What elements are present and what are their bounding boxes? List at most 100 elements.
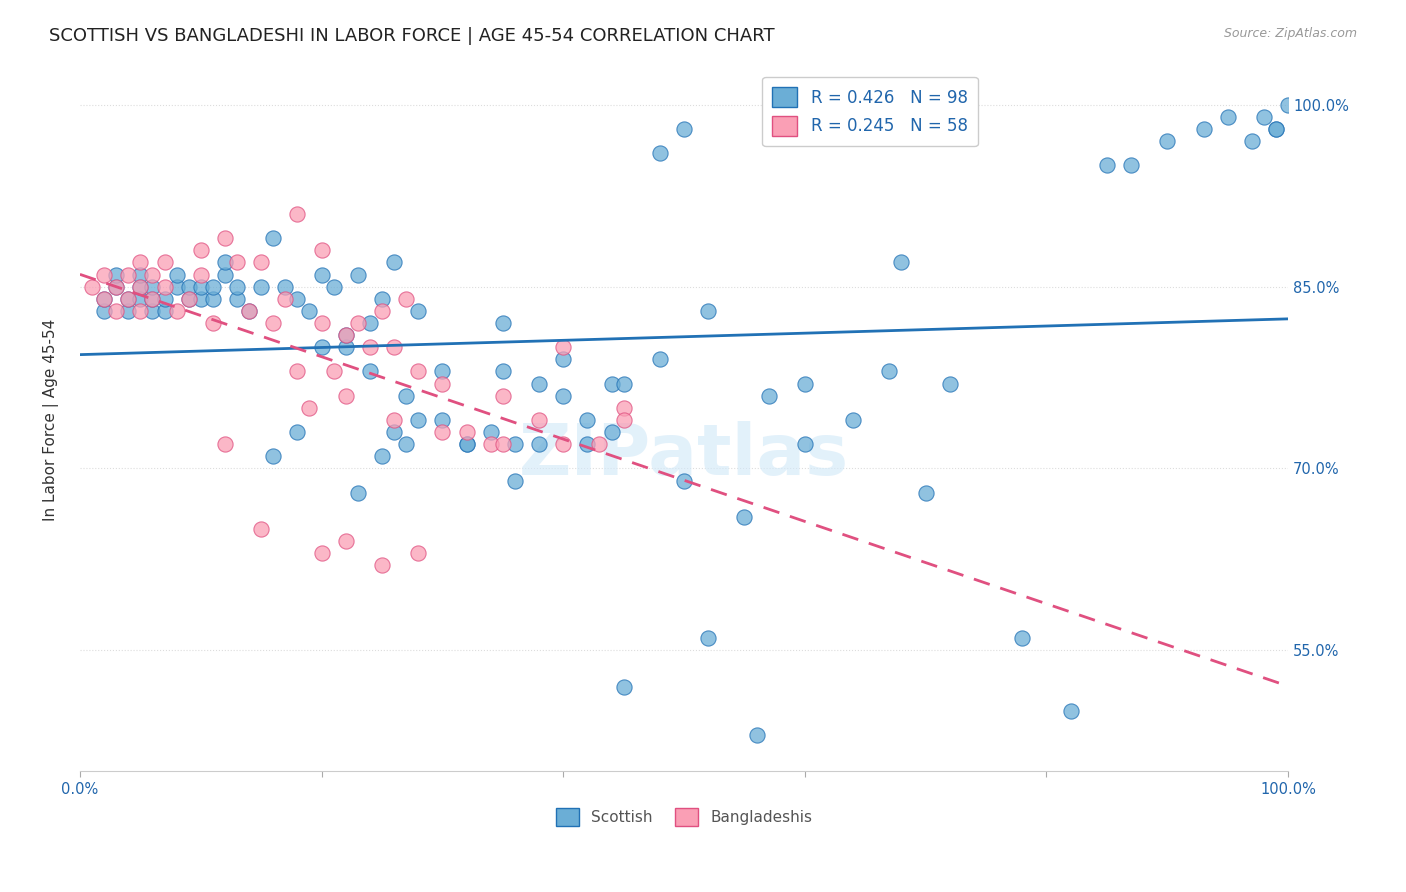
Point: [214, 255, 236, 269]
Point: [395, 389, 418, 403]
Point: [214, 231, 236, 245]
Point: [613, 376, 636, 391]
Point: [311, 268, 333, 282]
Point: [382, 340, 405, 354]
Point: [456, 437, 478, 451]
Point: [190, 279, 212, 293]
Point: [406, 413, 429, 427]
Point: [939, 376, 962, 391]
Point: [129, 279, 152, 293]
Point: [238, 304, 260, 318]
Point: [432, 376, 454, 391]
Point: [492, 389, 515, 403]
Point: [250, 522, 273, 536]
Point: [456, 437, 478, 451]
Point: [287, 292, 309, 306]
Point: [153, 292, 176, 306]
Point: [93, 304, 115, 318]
Point: [600, 376, 623, 391]
Point: [672, 122, 695, 136]
Point: [93, 268, 115, 282]
Point: [527, 437, 550, 451]
Point: [177, 292, 200, 306]
Point: [153, 304, 176, 318]
Point: [166, 304, 188, 318]
Point: [322, 279, 344, 293]
Point: [793, 437, 815, 451]
Point: [576, 413, 599, 427]
Point: [226, 292, 249, 306]
Point: [298, 401, 321, 415]
Point: [105, 279, 128, 293]
Point: [406, 546, 429, 560]
Point: [190, 292, 212, 306]
Point: [1253, 110, 1275, 124]
Point: [80, 279, 103, 293]
Point: [371, 558, 394, 573]
Point: [250, 279, 273, 293]
Point: [697, 304, 720, 318]
Point: [914, 485, 936, 500]
Point: [492, 364, 515, 378]
Point: [129, 268, 152, 282]
Point: [298, 304, 321, 318]
Text: ZIPatlas: ZIPatlas: [519, 421, 849, 490]
Point: [166, 268, 188, 282]
Point: [1277, 98, 1299, 112]
Point: [201, 292, 224, 306]
Point: [890, 255, 912, 269]
Point: [1265, 122, 1288, 136]
Point: [879, 364, 901, 378]
Point: [105, 304, 128, 318]
Point: [613, 401, 636, 415]
Point: [141, 304, 163, 318]
Point: [129, 255, 152, 269]
Point: [553, 437, 575, 451]
Point: [287, 207, 309, 221]
Point: [141, 268, 163, 282]
Point: [395, 437, 418, 451]
Point: [129, 279, 152, 293]
Point: [576, 437, 599, 451]
Point: [1265, 122, 1288, 136]
Point: [793, 376, 815, 391]
Point: [758, 389, 780, 403]
Point: [117, 292, 139, 306]
Point: [226, 279, 249, 293]
Point: [93, 292, 115, 306]
Point: [250, 255, 273, 269]
Point: [359, 340, 381, 354]
Point: [346, 268, 368, 282]
Point: [262, 316, 284, 330]
Point: [600, 425, 623, 439]
Point: [153, 279, 176, 293]
Point: [432, 413, 454, 427]
Text: SCOTTISH VS BANGLADESHI IN LABOR FORCE | AGE 45-54 CORRELATION CHART: SCOTTISH VS BANGLADESHI IN LABOR FORCE |…: [49, 27, 775, 45]
Point: [226, 255, 249, 269]
Point: [287, 425, 309, 439]
Point: [335, 328, 357, 343]
Point: [117, 268, 139, 282]
Point: [262, 450, 284, 464]
Point: [359, 316, 381, 330]
Point: [177, 292, 200, 306]
Point: [733, 509, 755, 524]
Point: [311, 546, 333, 560]
Point: [1059, 704, 1081, 718]
Point: [201, 316, 224, 330]
Point: [141, 279, 163, 293]
Point: [141, 292, 163, 306]
Point: [1192, 122, 1215, 136]
Point: [613, 413, 636, 427]
Point: [613, 680, 636, 694]
Point: [842, 413, 865, 427]
Point: [371, 304, 394, 318]
Point: [190, 244, 212, 258]
Point: [322, 364, 344, 378]
Point: [287, 364, 309, 378]
Point: [479, 437, 502, 451]
Point: [359, 364, 381, 378]
Point: [201, 279, 224, 293]
Point: [335, 340, 357, 354]
Point: [141, 292, 163, 306]
